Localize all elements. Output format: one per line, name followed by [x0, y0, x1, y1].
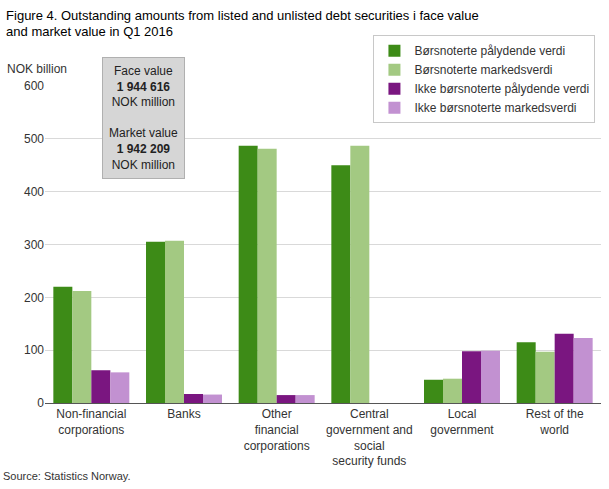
svg-text:100: 100 — [24, 343, 44, 357]
svg-text:NOK billion: NOK billion — [7, 62, 67, 76]
svg-text:Rest of theworld: Rest of theworld — [526, 407, 584, 437]
svg-text:Børsnoterte markedsverdi: Børsnoterte markedsverdi — [414, 63, 552, 77]
svg-text:300: 300 — [24, 238, 44, 252]
svg-text:500: 500 — [24, 132, 44, 146]
svg-text:Banks: Banks — [167, 407, 200, 421]
svg-text:0: 0 — [37, 396, 44, 410]
svg-text:200: 200 — [24, 291, 44, 305]
svg-text:400: 400 — [24, 185, 44, 199]
svg-text:Børsnoterte pålydende verdi: Børsnoterte pålydende verdi — [414, 44, 565, 58]
svg-text:600: 600 — [24, 79, 44, 93]
svg-text:Ikke børsnoterte markedsverdi: Ikke børsnoterte markedsverdi — [414, 101, 576, 115]
svg-text:Ikke børsnoterte pålydende ver: Ikke børsnoterte pålydende verdi — [414, 82, 589, 96]
svg-text:Centralgovernment andsocialsec: Centralgovernment andsocialsecurity fund… — [326, 407, 413, 468]
svg-text:Localgovernment: Localgovernment — [430, 407, 494, 437]
svg-text:Face value1 944 616NOK million: Face value1 944 616NOK millionMarket val… — [109, 64, 178, 172]
svg-text:Otherfinancialcorporations: Otherfinancialcorporations — [244, 407, 310, 452]
svg-text:Non-financialcorporations: Non-financialcorporations — [56, 407, 126, 437]
svg-text:Figure 4. Outstanding amounts: Figure 4. Outstanding amounts from liste… — [6, 8, 479, 40]
svg-text:Source: Statistics Norway.: Source: Statistics Norway. — [3, 470, 131, 482]
